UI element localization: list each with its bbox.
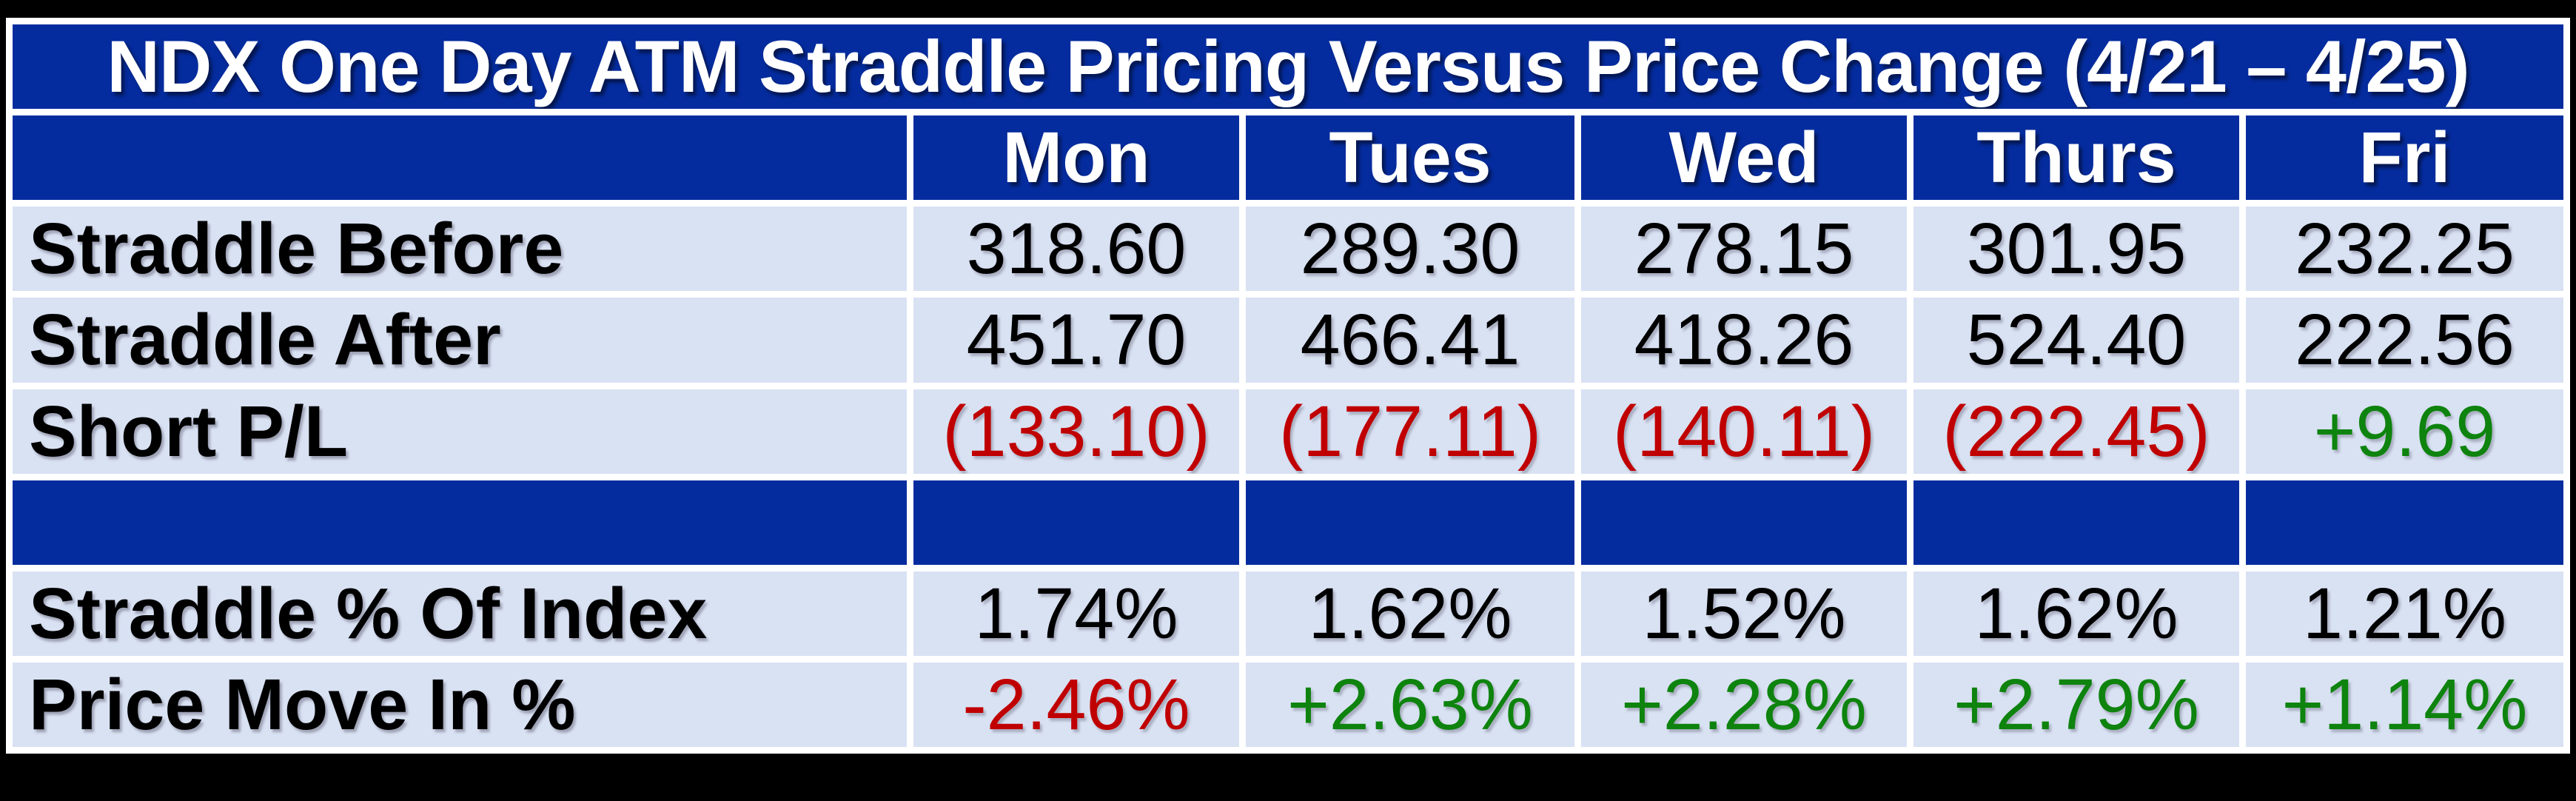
separator-cell-label: [13, 480, 907, 565]
cell-price-move-fri: +1.14%: [2246, 662, 2563, 747]
column-header-thurs: Thurs: [1913, 115, 2239, 201]
separator-cell-wed: [1581, 480, 1907, 565]
column-header-tues: Tues: [1246, 115, 1574, 201]
cell-price-move-tues: +2.63%: [1246, 662, 1574, 747]
cell-short-pl-wed: (140.11): [1581, 389, 1907, 474]
table-title-row: NDX One Day ATM Straddle Pricing Versus …: [13, 24, 2563, 110]
header-empty-cell: [13, 115, 907, 201]
cell-short-pl-fri: +9.69: [2246, 389, 2563, 474]
row-label-straddle-before: Straddle Before: [13, 207, 907, 292]
cell-straddle-pct-mon: 1.74%: [913, 571, 1239, 656]
table-row-price-move-in-pct: Price Move In % -2.46% +2.63% +2.28% +2.…: [13, 662, 2563, 747]
cell-straddle-after-fri: 222.56: [2246, 298, 2563, 383]
cell-straddle-before-mon: 318.60: [913, 207, 1239, 292]
row-label-straddle-after: Straddle After: [13, 298, 907, 383]
cell-price-move-thurs: +2.79%: [1913, 662, 2239, 747]
table-row-straddle-after: Straddle After 451.70 466.41 418.26 524.…: [13, 298, 2563, 383]
cell-price-move-mon: -2.46%: [913, 662, 1239, 747]
cell-price-move-wed: +2.28%: [1581, 662, 1907, 747]
cell-straddle-after-thurs: 524.40: [1913, 298, 2239, 383]
straddle-pricing-table: NDX One Day ATM Straddle Pricing Versus …: [6, 18, 2570, 754]
table-row-straddle-pct-of-index: Straddle % Of Index 1.74% 1.62% 1.52% 1.…: [13, 571, 2563, 656]
separator-cell-mon: [913, 480, 1239, 565]
row-label-straddle-pct-of-index: Straddle % Of Index: [13, 571, 907, 656]
cell-straddle-before-tues: 289.30: [1246, 207, 1574, 292]
row-label-price-move-in-pct: Price Move In %: [13, 662, 907, 747]
column-header-row: Mon Tues Wed Thurs Fri: [13, 115, 2563, 201]
separator-cell-tues: [1246, 480, 1574, 565]
cell-straddle-pct-tues: 1.62%: [1246, 571, 1574, 656]
cell-straddle-pct-wed: 1.52%: [1581, 571, 1907, 656]
cell-straddle-before-thurs: 301.95: [1913, 207, 2239, 292]
cell-straddle-pct-fri: 1.21%: [2246, 571, 2563, 656]
column-header-wed: Wed: [1581, 115, 1907, 201]
column-header-fri: Fri: [2246, 115, 2563, 201]
separator-cell-thurs: [1913, 480, 2239, 565]
table-row-short-pl: Short P/L (133.10) (177.11) (140.11) (22…: [13, 389, 2563, 474]
separator-cell-fri: [2246, 480, 2563, 565]
cell-straddle-before-fri: 232.25: [2246, 207, 2563, 292]
cell-straddle-before-wed: 278.15: [1581, 207, 1907, 292]
table-title: NDX One Day ATM Straddle Pricing Versus …: [13, 24, 2563, 110]
cell-short-pl-tues: (177.11): [1246, 389, 1574, 474]
row-label-short-pl: Short P/L: [13, 389, 907, 474]
separator-row: [13, 480, 2563, 565]
table-row-straddle-before: Straddle Before 318.60 289.30 278.15 301…: [13, 207, 2563, 292]
cell-straddle-after-wed: 418.26: [1581, 298, 1907, 383]
cell-straddle-after-tues: 466.41: [1246, 298, 1574, 383]
cell-straddle-after-mon: 451.70: [913, 298, 1239, 383]
cell-short-pl-thurs: (222.45): [1913, 389, 2239, 474]
cell-short-pl-mon: (133.10): [913, 389, 1239, 474]
column-header-mon: Mon: [913, 115, 1239, 201]
cell-straddle-pct-thurs: 1.62%: [1913, 571, 2239, 656]
